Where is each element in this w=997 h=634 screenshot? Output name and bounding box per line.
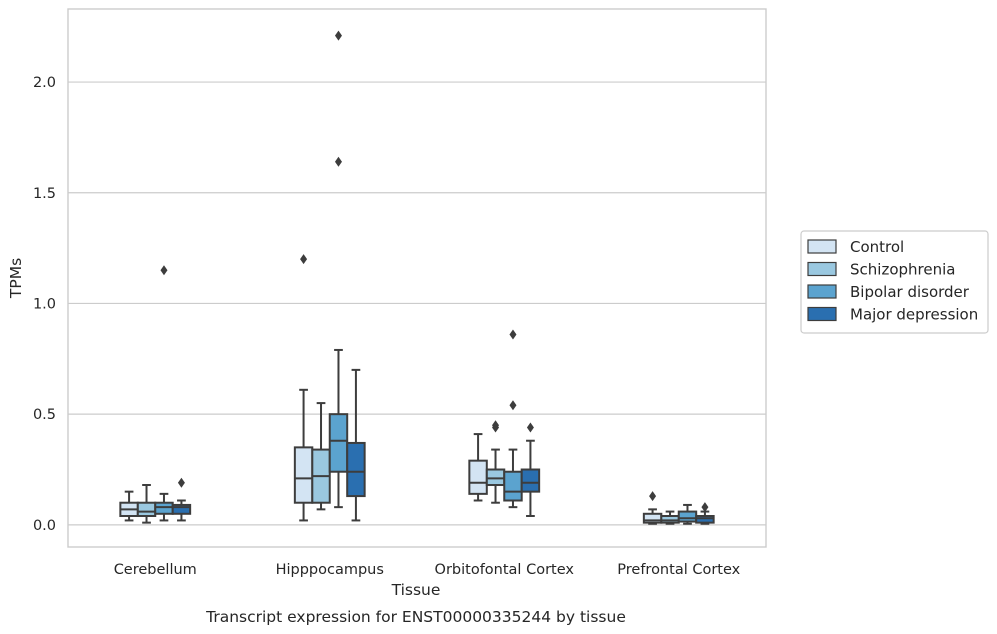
box-group bbox=[485, 420, 506, 504]
x-tick-label: Orbitofontal Cortex bbox=[435, 562, 575, 578]
y-axis-label: TPMs bbox=[7, 258, 25, 299]
box-group bbox=[293, 254, 314, 522]
legend-frame bbox=[800, 230, 989, 334]
outlier-point bbox=[701, 502, 709, 513]
box-group bbox=[468, 433, 488, 502]
plot-frame bbox=[67, 8, 767, 548]
outlier-point bbox=[160, 265, 168, 276]
x-axis-label: Tissue bbox=[391, 581, 441, 599]
legend-swatch bbox=[807, 261, 837, 277]
outlier-point bbox=[177, 477, 185, 488]
y-tick-label: 1.5 bbox=[33, 186, 56, 202]
outlier-point bbox=[300, 254, 308, 265]
y-tick-label: 2.0 bbox=[33, 75, 56, 91]
box-group bbox=[171, 477, 192, 522]
box bbox=[695, 515, 715, 524]
box-group bbox=[660, 510, 680, 525]
box bbox=[136, 501, 157, 518]
outlier-point bbox=[334, 156, 342, 167]
x-axis-ticks: Cerebellum Hipppocampus Orbitofontal Corte… bbox=[114, 562, 741, 578]
legend-label: Major depression bbox=[850, 306, 978, 324]
box bbox=[660, 515, 680, 524]
box bbox=[468, 459, 488, 495]
box-group bbox=[695, 502, 715, 525]
legend-swatch bbox=[807, 239, 837, 254]
box bbox=[503, 470, 523, 502]
box-group bbox=[328, 30, 349, 509]
x-tick-label: Prefrontal Cortex bbox=[617, 562, 740, 578]
y-tick-label: 0.5 bbox=[33, 407, 56, 423]
box-group bbox=[119, 490, 139, 522]
outlier-point bbox=[334, 30, 342, 41]
box bbox=[328, 413, 349, 473]
legend-swatch bbox=[807, 306, 837, 322]
legend-label: Schizophrenia bbox=[850, 261, 955, 279]
box bbox=[154, 501, 174, 515]
box-plots bbox=[119, 30, 715, 525]
box bbox=[485, 468, 506, 487]
box bbox=[677, 510, 698, 523]
box-group bbox=[136, 484, 157, 524]
box-group bbox=[520, 422, 541, 518]
x-tick-label: Hipppocampus bbox=[276, 562, 384, 578]
outlier-point bbox=[509, 329, 517, 340]
box-group bbox=[311, 402, 331, 511]
box-group bbox=[642, 491, 663, 525]
legend-label: Bipolar disorder bbox=[850, 283, 970, 301]
legend-label: Control bbox=[850, 238, 904, 256]
chart-title: Transcript expression for ENST0000033524… bbox=[205, 608, 626, 626]
box-group bbox=[154, 265, 174, 522]
legend-swatch bbox=[807, 284, 837, 299]
legend: Control Schizophrenia Bipolar disorder Majo… bbox=[800, 230, 989, 334]
y-tick-label: 0.0 bbox=[33, 518, 56, 534]
box bbox=[346, 441, 366, 498]
outlier-point bbox=[649, 491, 657, 502]
x-tick-label: Cerebellum bbox=[114, 562, 197, 578]
outlier-point bbox=[526, 422, 534, 433]
y-axis-ticks: 0.0 0.5 1.0 1.5 2.0 bbox=[33, 75, 56, 534]
box-group bbox=[677, 503, 698, 525]
grid-lines bbox=[68, 81, 766, 526]
box bbox=[520, 468, 541, 493]
box-group bbox=[503, 329, 523, 509]
outlier-point bbox=[509, 400, 517, 411]
box bbox=[293, 446, 314, 504]
box-group bbox=[346, 368, 366, 522]
y-tick-label: 1.0 bbox=[33, 296, 56, 312]
box bbox=[171, 503, 192, 515]
outlier-point bbox=[492, 420, 500, 431]
